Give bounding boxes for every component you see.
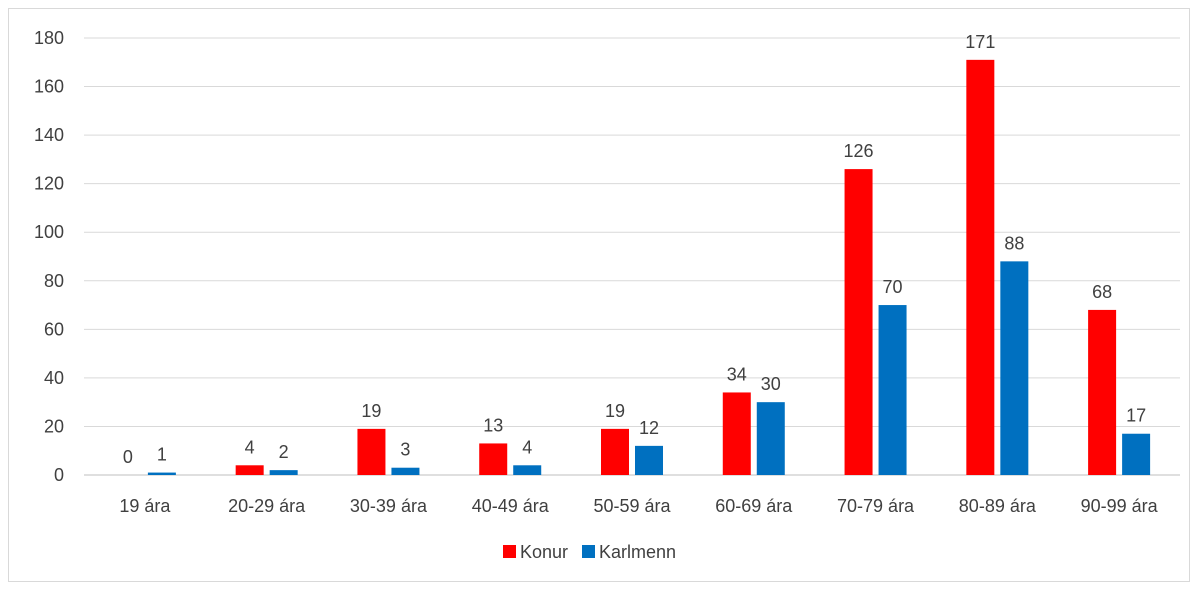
data-label: 12 (639, 418, 659, 438)
x-tick-label: 80-89 ára (959, 496, 1037, 516)
gridlines (84, 37, 1180, 476)
bar-karlmenn (1000, 261, 1029, 475)
y-tick-label: 0 (54, 465, 64, 485)
x-tick-label: 40-49 ára (472, 496, 550, 516)
y-tick-label: 100 (34, 222, 64, 242)
x-tick-label: 20-29 ára (228, 496, 306, 516)
data-label: 2 (279, 442, 289, 462)
bar-karlmenn (1122, 433, 1151, 475)
bar-konur (601, 428, 629, 475)
data-label: 13 (483, 415, 503, 435)
legend-swatch-karlmenn (582, 545, 595, 558)
data-label: 30 (761, 374, 781, 394)
bar-konur (235, 465, 264, 475)
y-tick-label: 140 (34, 125, 64, 145)
y-tick-label: 160 (34, 77, 64, 97)
y-tick-label: 120 (34, 174, 64, 194)
data-label: 68 (1092, 282, 1112, 302)
data-label: 4 (245, 437, 255, 457)
data-label: 17 (1126, 406, 1146, 426)
bar-karlmenn (513, 465, 542, 475)
legend-swatch-konur (503, 545, 516, 558)
y-tick-label: 20 (44, 416, 64, 436)
bar-karlmenn (391, 467, 420, 475)
bar-konur (1088, 309, 1117, 475)
bar-konur (479, 443, 508, 475)
x-tick-label: 30-39 ára (350, 496, 428, 516)
legend-label-konur: Konur (520, 542, 568, 562)
bar-konur (966, 59, 995, 475)
x-tick-label: 19 ára (119, 496, 171, 516)
data-label: 1 (157, 445, 167, 465)
legend-label-karlmenn: Karlmenn (599, 542, 676, 562)
data-label: 0 (123, 447, 133, 467)
legend: Konur Karlmenn (503, 542, 676, 562)
y-tick-label: 80 (44, 271, 64, 291)
x-tick-label: 70-79 ára (837, 496, 915, 516)
bar-karlmenn (635, 445, 663, 475)
y-axis: 0 20 40 60 80 100 120 140 160 180 (34, 28, 64, 485)
data-label: 19 (361, 401, 381, 421)
data-label: 19 (605, 401, 625, 421)
x-tick-label: 50-59 ára (593, 496, 671, 516)
data-label: 88 (1004, 233, 1024, 253)
bar-konur (722, 392, 751, 475)
bar-konur (357, 428, 386, 475)
data-label: 34 (727, 364, 747, 384)
data-label: 70 (883, 277, 903, 297)
data-label: 3 (400, 440, 410, 460)
data-label: 126 (844, 141, 874, 161)
data-labels: 0 1 4 2 19 3 13 4 19 12 34 30 126 70 171 88 68 17 (123, 32, 1146, 467)
y-tick-label: 40 (44, 368, 64, 388)
data-label: 4 (522, 437, 532, 457)
bar-konur (844, 169, 873, 475)
bar-karlmenn (147, 472, 176, 475)
bar-karlmenn (878, 305, 907, 475)
data-label: 171 (965, 32, 995, 52)
y-tick-label: 60 (44, 319, 64, 339)
bar-karlmenn (756, 402, 785, 475)
bar-karlmenn (269, 470, 298, 475)
x-tick-label: 90-99 ára (1081, 496, 1159, 516)
x-axis: 19 ára 20-29 ára 30-39 ára 40-49 ára 50-59 á… (119, 496, 1158, 516)
bars (147, 59, 1151, 475)
x-tick-label: 60-69 ára (715, 496, 793, 516)
y-tick-label: 180 (34, 28, 64, 48)
